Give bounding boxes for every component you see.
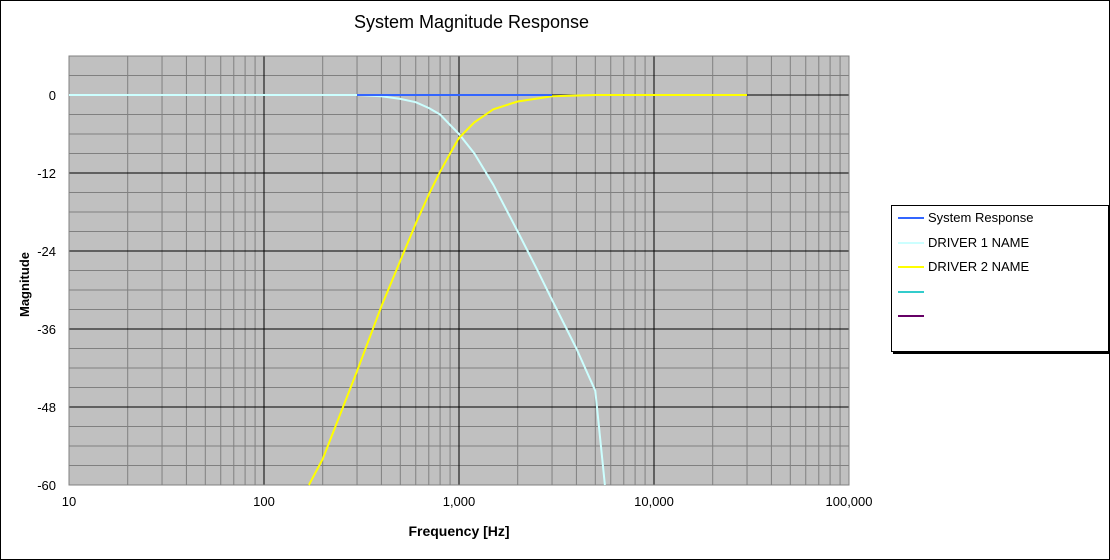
legend-label: DRIVER 2 NAME [928, 259, 1030, 274]
legend-swatch [898, 315, 924, 317]
x-axis-label: Frequency [Hz] [408, 523, 509, 539]
y-tick-label: -48 [37, 400, 56, 415]
series-line-1 [69, 94, 606, 486]
y-tick-label: -60 [37, 478, 56, 493]
x-tick-label: 10 [62, 494, 76, 509]
legend: System Response DRIVER 1 NAME DRIVER 2 NAM… [891, 205, 1109, 352]
chart-title: System Magnitude Response [353, 12, 590, 32]
series-line-2 [308, 94, 747, 486]
y-tick-label: 0 [49, 88, 56, 103]
x-tick-label: 100,000 [826, 494, 873, 509]
x-tick-label: 10,000 [634, 494, 674, 509]
legend-swatch [898, 338, 924, 343]
y-axis-ticks: 0 -12 -24 -36 -48 -60 [37, 88, 56, 493]
x-tick-label: 100 [253, 494, 275, 509]
y-tick-label: -24 [37, 244, 56, 259]
legend-swatch [898, 290, 924, 293]
plot-border [68, 55, 850, 486]
legend-item: DRIVER 1 NAME [898, 234, 1030, 251]
x-tick-label: 1,000 [443, 494, 476, 509]
y-tick-label: -12 [37, 166, 56, 181]
y-tick-label: -36 [37, 322, 56, 337]
legend-label: System Response [928, 210, 1034, 225]
legend-item: DRIVER 2 NAME [898, 259, 1030, 275]
legend-swatch [898, 241, 924, 244]
series-layer [69, 94, 747, 486]
legend-label: DRIVER 1 NAME [928, 234, 1030, 250]
x-axis-ticks: 10 100 1,000 10,000 100,000 [62, 494, 873, 509]
y-axis-label: Magnitude [17, 252, 32, 317]
legend-swatch [898, 266, 924, 268]
legend-swatch [898, 217, 924, 219]
legend-item: System Response [898, 210, 1034, 226]
